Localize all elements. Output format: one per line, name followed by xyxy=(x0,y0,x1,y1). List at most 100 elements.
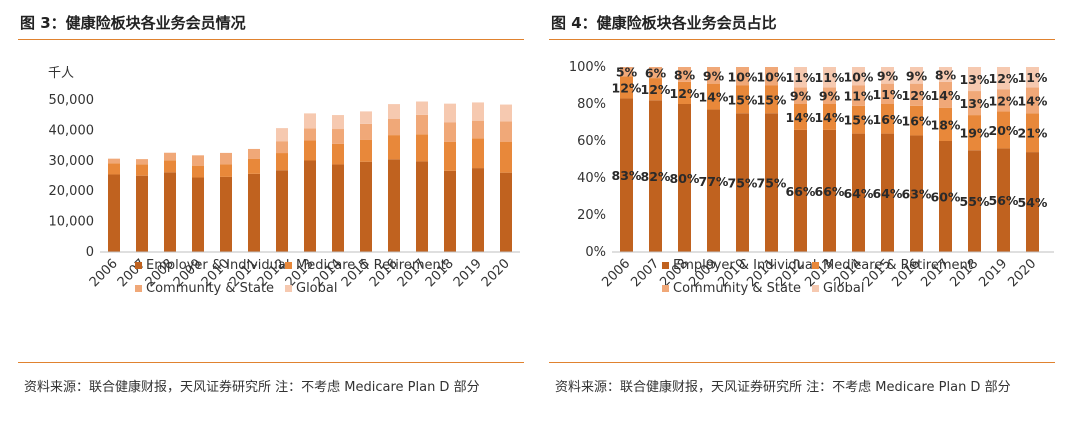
y-tick-label: 40,000 xyxy=(49,123,95,138)
data-label: 63% xyxy=(902,187,932,202)
data-label: 12% xyxy=(641,82,671,97)
legend-item: Community & State xyxy=(662,281,801,296)
figure-3-panel: 图 3：健康险板块各业务会员情况 千人 0 10,000 20,000 30,000 4… xyxy=(18,0,524,427)
bar-segment xyxy=(707,67,720,84)
data-label: 15% xyxy=(844,113,874,128)
legend-swatch xyxy=(135,285,142,292)
data-label: 14% xyxy=(1018,93,1048,108)
y-tick-label: 50,000 xyxy=(49,93,95,108)
data-label: 21% xyxy=(1018,126,1048,141)
bar-segment xyxy=(304,140,316,161)
bar-segment xyxy=(649,67,662,79)
data-label: 14% xyxy=(815,110,845,125)
data-label: 54% xyxy=(1018,195,1048,210)
bar-segment xyxy=(164,172,176,252)
data-label: 5% xyxy=(616,65,638,80)
source-note: 资料来源：联合健康财报，天风证券研究所 注：不考虑 Medicare Plan … xyxy=(555,380,1011,395)
bar-segment xyxy=(997,111,1010,149)
data-label: 19% xyxy=(960,126,990,141)
bar-segment xyxy=(360,139,372,162)
bar-segment xyxy=(881,67,894,84)
data-label: 9% xyxy=(819,89,841,104)
legend-swatch xyxy=(285,285,292,292)
bar-segment xyxy=(1026,87,1039,114)
member-share-chart: 0%20%40%60%80%100%83%12%5%200682%12%6%20… xyxy=(569,60,1054,290)
bar-segment xyxy=(794,104,807,130)
member-count-chart: 010,00020,00030,00040,00050,000200620072… xyxy=(49,93,520,290)
bar-segment xyxy=(192,165,204,178)
bar-segment xyxy=(910,135,923,252)
bar-segment xyxy=(707,109,720,252)
x-tick-label: 2006 xyxy=(599,256,633,290)
bar-segment xyxy=(910,105,923,136)
data-label: 9% xyxy=(877,68,899,83)
data-label: 12% xyxy=(989,93,1019,108)
bar-segment xyxy=(794,67,807,88)
data-label: 10% xyxy=(844,69,874,84)
data-label: 80% xyxy=(670,171,700,186)
bar-segment xyxy=(304,113,316,129)
legend-item: Global xyxy=(812,281,864,296)
bar-segment xyxy=(388,104,400,119)
data-label: 18% xyxy=(931,117,961,132)
legend-item: Employer & Individual xyxy=(135,258,289,273)
legend-item: Community & State xyxy=(135,281,274,296)
bar-segment xyxy=(416,114,428,135)
bar-segment xyxy=(416,161,428,252)
legend-item: Medicare & Retirement xyxy=(812,258,973,273)
bar-segment xyxy=(881,104,894,134)
legend-item: Medicare & Retirement xyxy=(285,258,446,273)
data-label: 14% xyxy=(699,90,729,105)
bar-segment xyxy=(108,158,120,164)
y-tick-label: 0 xyxy=(86,245,94,260)
data-label: 11% xyxy=(873,87,903,102)
data-label: 82% xyxy=(641,169,671,184)
bar-segment xyxy=(620,98,633,252)
bar-segment xyxy=(220,152,232,165)
data-label: 15% xyxy=(728,92,758,107)
figure-title: 图 3：健康险板块各业务会员情况 xyxy=(20,14,246,32)
data-label: 10% xyxy=(728,69,758,84)
bar-segment xyxy=(248,148,260,159)
bar-segment xyxy=(164,152,176,161)
bar-segment xyxy=(736,85,749,114)
bar-segment xyxy=(881,133,894,252)
y-tick-label: 0% xyxy=(585,245,606,260)
source-divider xyxy=(18,362,524,363)
y-axis-unit-label: 千人 xyxy=(48,66,75,81)
data-label: 11% xyxy=(844,89,874,104)
legend-swatch xyxy=(662,262,669,269)
bar-segment xyxy=(136,159,148,165)
bar-segment xyxy=(332,129,344,144)
legend-label: Employer & Individual xyxy=(673,258,817,273)
bar-segment xyxy=(939,141,952,252)
bar-segment xyxy=(332,164,344,252)
bar-segment xyxy=(136,164,148,176)
legend-swatch xyxy=(812,262,819,269)
data-label: 56% xyxy=(989,193,1019,208)
bar-segment xyxy=(444,103,456,123)
bar-segment xyxy=(736,113,749,252)
bar-segment xyxy=(248,173,260,252)
bar-segment xyxy=(416,134,428,162)
bar-segment xyxy=(500,172,512,252)
bar-segment xyxy=(192,155,204,166)
bar-segment xyxy=(500,141,512,173)
bar-segment xyxy=(649,100,662,252)
bar-segment xyxy=(444,122,456,142)
bar-segment xyxy=(136,175,148,252)
x-tick-label: 2019 xyxy=(976,256,1010,290)
bar-segment xyxy=(620,67,633,77)
legend-swatch xyxy=(285,262,292,269)
bar-segment xyxy=(332,143,344,165)
figure-4-panel: 图 4：健康险板块各业务会员占比 0% 20% 40% 60% 80% 100% 83% 12… xyxy=(549,0,1055,427)
bar-segment xyxy=(939,81,952,108)
bar-segment xyxy=(794,87,807,104)
bar-segment xyxy=(997,67,1010,90)
bar-segment xyxy=(1026,113,1039,153)
bar-segment xyxy=(939,107,952,141)
legend-swatch xyxy=(812,285,819,292)
legend-swatch xyxy=(662,285,669,292)
data-label: 9% xyxy=(906,68,928,83)
y-tick-label: 10,000 xyxy=(49,215,95,230)
